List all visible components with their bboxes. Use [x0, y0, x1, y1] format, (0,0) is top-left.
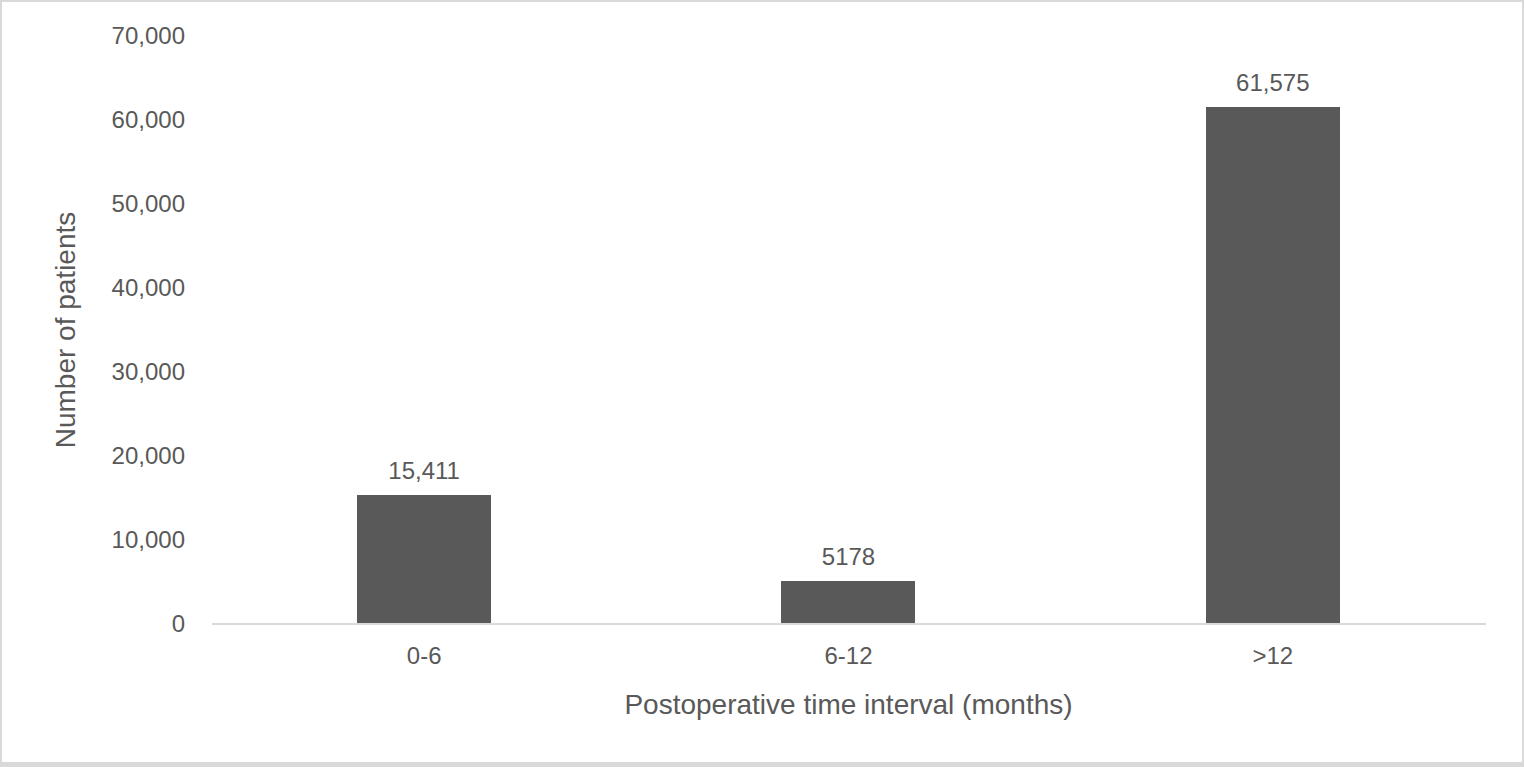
x-category-label: 0-6 — [212, 642, 636, 670]
y-tick-label: 0 — [2, 610, 185, 638]
bar — [781, 581, 915, 624]
y-tick-label: 70,000 — [2, 22, 185, 50]
bar-value-label: 61,575 — [1236, 69, 1309, 97]
bar-value-label: 5178 — [822, 543, 875, 571]
bar-value-label: 15,411 — [388, 457, 460, 485]
bar-slot: 61,575 — [1061, 36, 1485, 624]
plot-area: 15,411 5178 61,575 — [212, 36, 1485, 624]
y-tick-label: 20,000 — [2, 442, 185, 470]
y-tick-label: 10,000 — [2, 526, 185, 554]
bar-slot: 5178 — [636, 36, 1060, 624]
y-axis-tick-labels: 0 10,000 20,000 30,000 40,000 50,000 60,000 70,… — [2, 2, 185, 767]
bar-chart: Number of patients 010,00020,00030,00040… — [0, 0, 1524, 767]
x-category-label: >12 — [1061, 642, 1485, 670]
x-category-label: 6-12 — [636, 642, 1060, 670]
x-axis-title: Postoperative time interval (months) — [212, 688, 1485, 722]
bar-slot: 15,411 — [212, 36, 636, 624]
bar — [357, 495, 491, 624]
y-tick-label: 30,000 — [2, 358, 185, 386]
x-axis-line — [212, 623, 1486, 625]
y-tick-label: 50,000 — [2, 190, 185, 218]
y-tick-label: 60,000 — [2, 106, 185, 134]
x-axis-category-labels: 0-66-12>12 — [212, 642, 1485, 670]
bar — [1206, 107, 1340, 624]
y-tick-label: 40,000 — [2, 274, 185, 302]
